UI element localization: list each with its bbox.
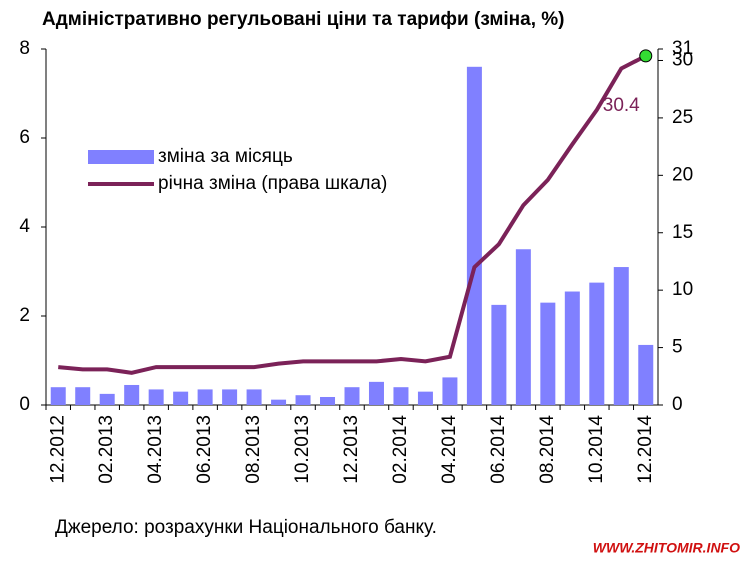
x-tick-label: 06.2013 bbox=[194, 415, 215, 484]
x-tick-label: 08.2013 bbox=[243, 415, 264, 484]
value-label: 30.4 bbox=[603, 95, 640, 116]
y2-tick-label: 25 bbox=[672, 107, 693, 128]
y2-tick-label: 31 bbox=[672, 38, 693, 59]
y-tick-label: 4 bbox=[19, 216, 30, 237]
y2-tick-label: 15 bbox=[672, 222, 693, 243]
legend-swatch bbox=[88, 150, 154, 164]
x-tick-label: 04.2014 bbox=[439, 415, 460, 484]
chart-title: Адміністративно регульовані ціни та тари… bbox=[42, 9, 564, 30]
y2-tick-label: 30 bbox=[672, 49, 693, 70]
bar bbox=[197, 389, 213, 405]
bar bbox=[564, 291, 580, 405]
x-tick-label: 12.2012 bbox=[47, 415, 68, 484]
y2-tick-label: 5 bbox=[672, 337, 683, 358]
bar bbox=[246, 389, 262, 405]
y2-tick-label: 10 bbox=[672, 279, 693, 300]
y-tick-label: 6 bbox=[19, 127, 30, 148]
x-tick-label: 04.2013 bbox=[145, 415, 166, 484]
x-tick-label: 02.2013 bbox=[96, 415, 117, 484]
x-tick-label: 12.2013 bbox=[341, 415, 362, 484]
bar bbox=[491, 304, 507, 405]
bar bbox=[515, 249, 531, 405]
bar bbox=[344, 387, 360, 405]
y-tick-label: 8 bbox=[19, 38, 30, 59]
bar bbox=[50, 387, 66, 405]
bar bbox=[99, 393, 115, 405]
bar bbox=[442, 377, 458, 405]
bar bbox=[271, 399, 287, 405]
bar bbox=[320, 396, 336, 405]
bar bbox=[222, 389, 238, 405]
bar bbox=[295, 395, 311, 405]
bar bbox=[540, 302, 556, 405]
bar bbox=[417, 391, 433, 405]
legend-label: річна зміна (права шкала) bbox=[158, 173, 387, 194]
x-tick-label: 10.2014 bbox=[586, 415, 607, 484]
bar bbox=[75, 387, 91, 405]
line bbox=[58, 54, 647, 375]
source-note: Джерело: розрахунки Національного банку. bbox=[55, 517, 437, 538]
bar bbox=[368, 381, 384, 405]
bar bbox=[589, 282, 605, 405]
x-tick-label: 10.2013 bbox=[292, 415, 313, 484]
y-tick-label: 2 bbox=[19, 305, 30, 326]
bar bbox=[148, 389, 164, 405]
x-tick-label: 06.2014 bbox=[488, 415, 509, 484]
last-point bbox=[639, 49, 653, 63]
bar bbox=[173, 391, 189, 405]
y2-tick-label: 20 bbox=[672, 164, 693, 185]
legend-label: зміна за місяць bbox=[158, 146, 293, 167]
x-tick-label: 08.2014 bbox=[537, 415, 558, 484]
y2-tick-label: 0 bbox=[672, 394, 683, 415]
bar bbox=[638, 344, 654, 405]
bar bbox=[124, 384, 140, 405]
y-tick-label: 0 bbox=[19, 394, 30, 415]
bar bbox=[393, 387, 409, 405]
x-tick-label: 02.2014 bbox=[390, 415, 411, 484]
watermark: WWW.ZHITOMIR.INFO bbox=[593, 540, 740, 556]
bar bbox=[613, 267, 629, 405]
bar bbox=[466, 66, 482, 406]
x-tick-label: 12.2014 bbox=[635, 415, 656, 484]
